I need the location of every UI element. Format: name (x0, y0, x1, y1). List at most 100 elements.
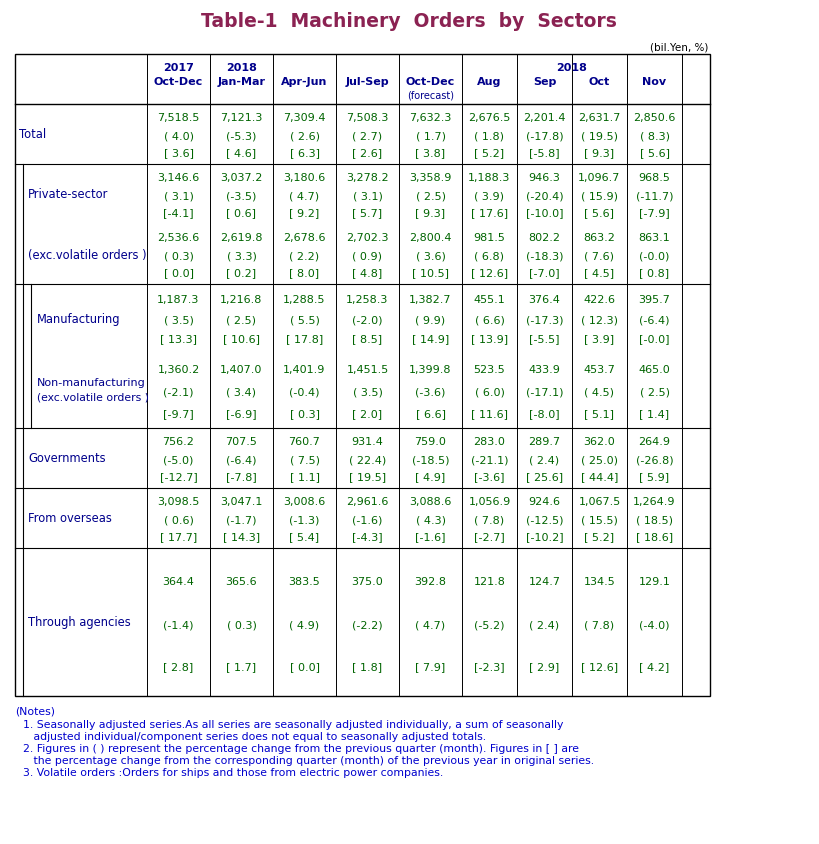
Text: 523.5: 523.5 (473, 365, 505, 374)
Bar (15, 55, 710, 696)
Text: (-1.4): (-1.4) (163, 620, 194, 630)
Text: [ 2.0]: [ 2.0] (352, 408, 382, 419)
Text: ( 15.9): ( 15.9) (581, 191, 618, 201)
Text: [-1.6]: [-1.6] (415, 532, 446, 541)
Text: [ 3.6]: [ 3.6] (164, 148, 193, 158)
Text: ( 2.4): ( 2.4) (529, 455, 559, 465)
Text: ( 2.6): ( 2.6) (289, 131, 319, 141)
Text: (-17.8): (-17.8) (526, 131, 563, 141)
Text: [-2.3]: [-2.3] (474, 662, 505, 672)
Text: (-0.0): (-0.0) (640, 251, 670, 261)
Text: 863.1: 863.1 (639, 233, 671, 243)
Text: [ 11.6]: [ 11.6] (471, 408, 508, 419)
Text: 981.5: 981.5 (473, 233, 505, 243)
Text: Oct-Dec: Oct-Dec (154, 77, 203, 87)
Text: [ 4.6]: [ 4.6] (226, 148, 256, 158)
Text: 395.7: 395.7 (639, 295, 671, 305)
Text: (-1.6): (-1.6) (352, 515, 382, 525)
Text: 7,632.3: 7,632.3 (410, 113, 452, 123)
Text: ( 2.4): ( 2.4) (529, 620, 559, 630)
Text: 756.2: 756.2 (162, 436, 194, 446)
Text: ( 7.6): ( 7.6) (585, 251, 614, 261)
Text: [ 25.6]: [ 25.6] (526, 472, 563, 481)
Text: (-21.1): (-21.1) (471, 455, 509, 465)
Text: [ 3.8]: [ 3.8] (415, 148, 446, 158)
Text: 283.0: 283.0 (473, 436, 505, 446)
Text: 362.0: 362.0 (584, 436, 615, 446)
Text: 453.7: 453.7 (584, 365, 615, 374)
Text: 3,098.5: 3,098.5 (157, 496, 200, 506)
Text: 365.6: 365.6 (226, 576, 257, 586)
Text: 376.4: 376.4 (528, 295, 560, 305)
Text: [ 19.5]: [ 19.5] (349, 472, 386, 481)
Text: [ 14.9]: [ 14.9] (412, 334, 449, 344)
Text: [ 2.6]: [ 2.6] (352, 148, 382, 158)
Text: [ 9.3]: [ 9.3] (415, 208, 446, 218)
Text: ( 3.6): ( 3.6) (415, 251, 446, 261)
Text: 707.5: 707.5 (225, 436, 257, 446)
Text: 1,056.9: 1,056.9 (468, 496, 510, 506)
Text: [ 44.4]: [ 44.4] (581, 472, 618, 481)
Text: (-6.4): (-6.4) (226, 455, 256, 465)
Text: ( 0.3): ( 0.3) (164, 251, 193, 261)
Text: [ 4.8]: [ 4.8] (352, 268, 382, 278)
Text: 1,360.2: 1,360.2 (157, 365, 200, 374)
Text: [ 17.8]: [ 17.8] (286, 334, 324, 344)
Text: (-5.3): (-5.3) (226, 131, 256, 141)
Text: [ 14.3]: [ 14.3] (223, 532, 260, 541)
Text: [ 1.1]: [ 1.1] (289, 472, 319, 481)
Text: [ 1.7]: [ 1.7] (226, 662, 256, 672)
Text: ( 3.1): ( 3.1) (352, 191, 382, 201)
Text: 364.4: 364.4 (162, 576, 194, 586)
Text: 2,631.7: 2,631.7 (578, 113, 621, 123)
Text: 1,216.8: 1,216.8 (220, 295, 263, 305)
Text: 1,067.5: 1,067.5 (578, 496, 621, 506)
Text: [ 8.0]: [ 8.0] (289, 268, 319, 278)
Text: 2018: 2018 (226, 63, 257, 73)
Text: (-26.8): (-26.8) (636, 455, 673, 465)
Text: 392.8: 392.8 (414, 576, 446, 586)
Text: 1,401.9: 1,401.9 (283, 365, 326, 374)
Text: 383.5: 383.5 (288, 576, 320, 586)
Text: (-12.5): (-12.5) (526, 515, 563, 525)
Text: 760.7: 760.7 (288, 436, 320, 446)
Text: ( 1.7): ( 1.7) (415, 131, 446, 141)
Text: 1,451.5: 1,451.5 (346, 365, 389, 374)
Text: [-2.7]: [-2.7] (474, 532, 505, 541)
Text: Governments: Governments (28, 452, 106, 465)
Text: 134.5: 134.5 (584, 576, 615, 586)
Text: ( 4.3): ( 4.3) (415, 515, 446, 525)
Text: [ 4.2]: [ 4.2] (640, 662, 670, 672)
Text: (forecast): (forecast) (407, 91, 454, 101)
Text: [ 4.5]: [ 4.5] (585, 268, 614, 278)
Text: 422.6: 422.6 (583, 295, 616, 305)
Text: Total: Total (19, 128, 46, 141)
Text: [ 10.5]: [ 10.5] (412, 268, 449, 278)
Text: Manufacturing: Manufacturing (37, 312, 120, 325)
Text: 7,508.3: 7,508.3 (346, 113, 389, 123)
Text: 2,800.4: 2,800.4 (410, 233, 452, 243)
Text: Table-1  Machinery  Orders  by  Sectors: Table-1 Machinery Orders by Sectors (201, 12, 617, 31)
Text: Sep: Sep (533, 77, 556, 87)
Text: Oct: Oct (589, 77, 610, 87)
Text: 455.1: 455.1 (473, 295, 505, 305)
Text: ( 25.0): ( 25.0) (581, 455, 618, 465)
Text: 289.7: 289.7 (528, 436, 560, 446)
Text: ( 2.5): ( 2.5) (415, 191, 446, 201)
Text: ( 7.8): ( 7.8) (585, 620, 614, 630)
Text: (exc.volatile orders ): (exc.volatile orders ) (28, 248, 147, 261)
Text: adjusted individual/component series does not equal to seasonally adjusted total: adjusted individual/component series doe… (16, 731, 486, 741)
Text: [-3.6]: [-3.6] (474, 472, 505, 481)
Text: [ 5.2]: [ 5.2] (585, 532, 614, 541)
Text: Apr-Jun: Apr-Jun (281, 77, 328, 87)
Text: [ 0.0]: [ 0.0] (164, 268, 193, 278)
Text: 1,187.3: 1,187.3 (157, 295, 200, 305)
Text: the percentage change from the corresponding quarter (month) of the previous yea: the percentage change from the correspon… (16, 755, 594, 766)
Text: ( 5.5): ( 5.5) (290, 315, 319, 325)
Text: (-18.5): (-18.5) (412, 455, 450, 465)
Text: ( 4.7): ( 4.7) (289, 191, 319, 201)
Text: (-5.2): (-5.2) (474, 620, 505, 630)
Text: 3,358.9: 3,358.9 (410, 173, 452, 183)
Text: 264.9: 264.9 (639, 436, 671, 446)
Text: (-6.4): (-6.4) (640, 315, 670, 325)
